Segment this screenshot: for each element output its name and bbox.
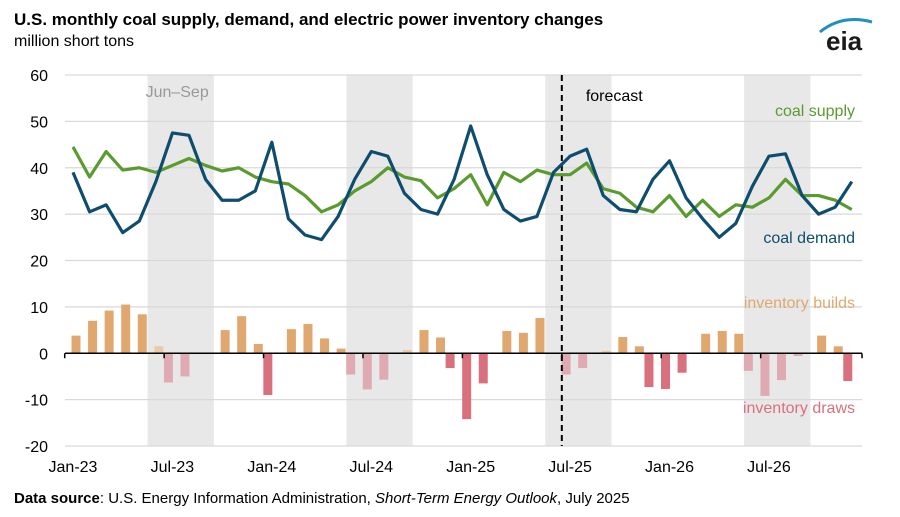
x-tick-label: Jul-23 xyxy=(151,459,195,476)
x-tick-label: Jul-26 xyxy=(747,459,791,476)
source-label: Data source xyxy=(14,490,100,507)
legend-inventory-draws: inventory draws xyxy=(743,400,855,417)
y-tick-label: 60 xyxy=(30,68,48,85)
inventory-build-bar xyxy=(253,343,263,354)
inventory-build-bar xyxy=(634,346,644,354)
data-source: Data source: U.S. Energy Information Adm… xyxy=(14,490,630,507)
inventory-draw-bar xyxy=(760,353,770,396)
inventory-build-bar xyxy=(320,338,330,354)
source-publication: Short-Term Energy Outlook xyxy=(375,490,558,507)
source-text: : U.S. Energy Information Administration… xyxy=(99,490,375,507)
legend-coal-supply: coal supply xyxy=(775,103,855,120)
inventory-build-bar xyxy=(336,348,346,354)
inventory-draw-bar xyxy=(644,353,654,388)
inventory-draw-bar xyxy=(743,353,753,371)
inventory-draw-bar xyxy=(180,353,190,377)
inventory-draw-bar xyxy=(362,353,372,390)
inventory-build-bar xyxy=(154,346,164,354)
inventory-build-bar xyxy=(601,350,611,354)
inventory-draw-bar xyxy=(379,353,389,380)
inventory-build-bar xyxy=(220,330,230,354)
forecast-label: forecast xyxy=(586,88,643,105)
inventory-draw-bar xyxy=(661,353,671,389)
inventory-build-bar xyxy=(286,329,296,354)
inventory-build-bar xyxy=(71,335,81,354)
inventory-draw-bar xyxy=(677,353,687,373)
inventory-build-bar xyxy=(121,304,131,354)
x-tick-label: Jan-26 xyxy=(645,459,694,476)
legend-inventory-builds: inventory builds xyxy=(744,295,855,312)
units-label: million short tons xyxy=(14,33,135,50)
inventory-draw-bar xyxy=(263,353,273,395)
inventory-draw-bar xyxy=(478,353,488,384)
x-tick-label: Jul-25 xyxy=(548,459,592,476)
inventory-build-bar xyxy=(88,320,98,354)
inventory-build-bar xyxy=(137,314,147,354)
inventory-draw-bar xyxy=(578,353,588,369)
y-tick-label: 0 xyxy=(39,346,48,363)
x-tick-label: Jan-23 xyxy=(49,459,98,476)
x-tick-label: Jan-24 xyxy=(247,459,296,476)
inventory-build-bar xyxy=(717,330,727,354)
y-tick-label: 40 xyxy=(30,161,48,178)
inventory-build-bar xyxy=(518,332,528,354)
inventory-draw-bar xyxy=(163,353,173,383)
chart-title: U.S. monthly coal supply, demand, and el… xyxy=(14,10,604,29)
x-tick-label: Jan-25 xyxy=(446,459,495,476)
y-tick-label: 20 xyxy=(30,254,48,271)
inventory-build-bar xyxy=(618,337,628,354)
inventory-draw-bar xyxy=(777,353,787,381)
legend-coal-demand: coal demand xyxy=(763,230,855,247)
inventory-draw-bar xyxy=(793,353,803,357)
y-tick-label: 30 xyxy=(30,207,48,224)
eia-logo: eia xyxy=(812,14,884,56)
y-tick-label: -10 xyxy=(25,393,48,410)
season-label: Jun–Sep xyxy=(146,84,209,101)
inventory-draw-bar xyxy=(346,353,356,375)
inventory-draw-bar xyxy=(462,353,472,420)
inventory-build-bar xyxy=(419,330,429,354)
coal-demand-line xyxy=(71,124,854,242)
inventory-build-bar xyxy=(237,316,247,354)
inventory-build-bar xyxy=(436,337,446,354)
inventory-build-bar xyxy=(535,318,545,354)
inventory-build-bar xyxy=(701,333,711,354)
y-tick-label: -20 xyxy=(25,439,48,456)
y-tick-label: 50 xyxy=(30,114,48,131)
coal-supply-line xyxy=(71,146,853,219)
inventory-build-bar xyxy=(833,346,843,354)
inventory-build-bar xyxy=(817,335,827,354)
inventory-draw-bar xyxy=(843,353,853,382)
inventory-build-bar xyxy=(303,324,313,354)
svg-text:eia: eia xyxy=(826,26,863,54)
x-tick-label: Jul-24 xyxy=(349,459,393,476)
inventory-draw-bar xyxy=(445,353,455,369)
source-date: , July 2025 xyxy=(557,490,630,507)
inventory-build-bar xyxy=(104,310,114,354)
y-tick-label: 10 xyxy=(30,300,48,317)
inventory-build-bar xyxy=(402,350,412,354)
inventory-build-bar xyxy=(734,333,744,354)
inventory-build-bar xyxy=(502,330,512,354)
inventory-draw-bar xyxy=(561,353,571,375)
